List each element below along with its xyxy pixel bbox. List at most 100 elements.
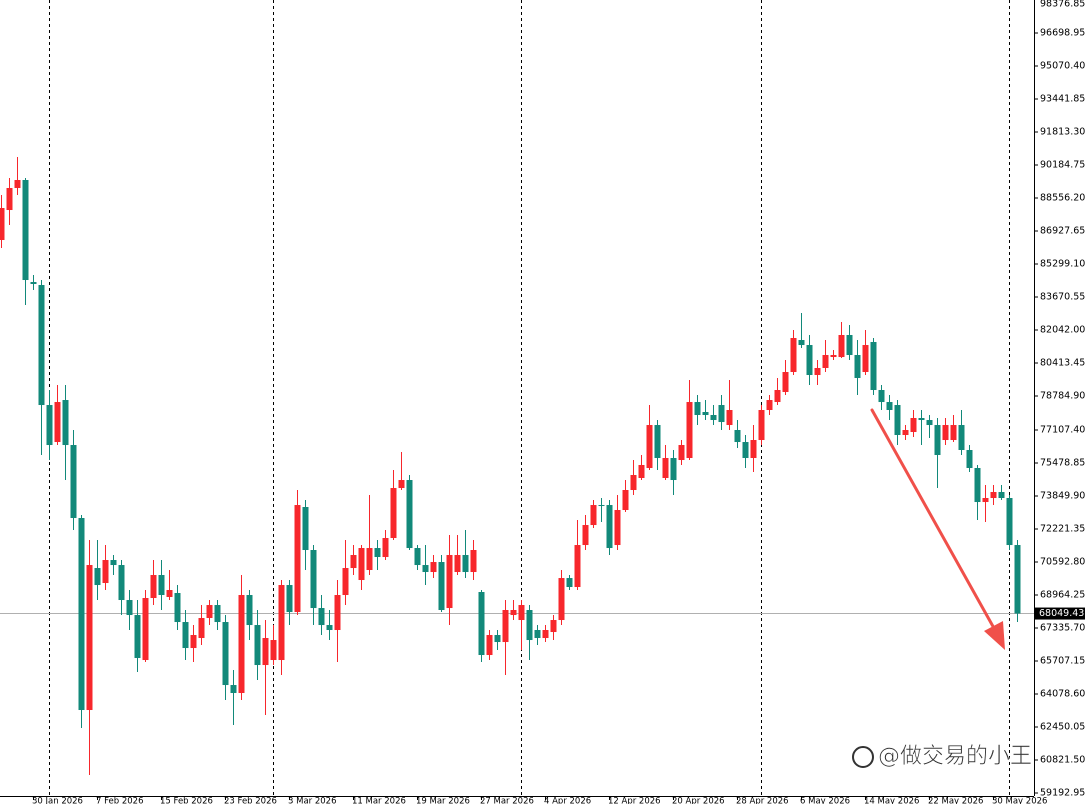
x-tick-label: 23 Feb 2026 [224, 797, 277, 804]
y-tick-label: 67335.70 [1040, 623, 1085, 634]
candle-body [606, 505, 613, 549]
candle-body [910, 418, 917, 433]
candle-body [126, 600, 133, 616]
x-tick-label: 11 Mar 2026 [352, 797, 406, 804]
candle-body [246, 595, 253, 626]
candle-body [878, 389, 885, 403]
candle-body [270, 640, 277, 661]
plot-area [0, 0, 1034, 796]
candle-body [494, 635, 501, 643]
price-label: 68049.43 [1039, 608, 1084, 619]
candle-body [614, 510, 621, 546]
candle-body [814, 367, 821, 376]
candle-body [958, 425, 965, 451]
candle-body [374, 548, 381, 558]
candle-body [966, 450, 973, 468]
watermark-text: @做交易的小王 [878, 744, 1032, 769]
candle-body [726, 409, 733, 426]
candle-body [86, 565, 93, 711]
y-tick-label: 70592.80 [1040, 557, 1085, 568]
candle-body [94, 568, 101, 586]
price-label-box [1035, 607, 1085, 620]
candle-body [870, 341, 877, 390]
candle-body [166, 590, 173, 597]
y-tick-label: 85299.10 [1040, 258, 1085, 269]
candle-body [110, 560, 117, 566]
candle-body [486, 635, 493, 656]
candle-body [750, 440, 757, 459]
candle-body [438, 562, 445, 611]
candle-body [662, 458, 669, 479]
candle-body [670, 458, 677, 481]
candle-body [742, 442, 749, 459]
y-tick-label: 82042.00 [1040, 324, 1085, 335]
candle-body [158, 575, 165, 596]
candle-body [342, 568, 349, 596]
candle-body [118, 565, 125, 601]
candle-body [566, 578, 573, 588]
candle-body [182, 622, 189, 649]
arrow-shaft [870, 408, 997, 632]
x-tick-label: 7 Feb 2026 [96, 797, 144, 804]
y-tick-label: 60821.50 [1040, 755, 1085, 766]
y-tick-label: 68964.25 [1040, 590, 1085, 601]
candle-body [278, 585, 285, 661]
candle-body [70, 445, 77, 519]
candle-body [46, 405, 53, 446]
candle-body [574, 545, 581, 588]
y-tick-label: 91813.30 [1040, 126, 1085, 137]
candle-body [974, 467, 981, 503]
candle-body [774, 389, 781, 403]
y-tick-label: 80413.45 [1040, 357, 1085, 368]
x-tick-label: 3 Mar 2026 [288, 797, 336, 804]
candle-body [846, 335, 853, 356]
candle-body [102, 560, 109, 584]
candle-body [214, 605, 221, 623]
candle-body [318, 608, 325, 626]
candle-body [6, 188, 13, 211]
candle-body [558, 578, 565, 621]
y-tick-label: 83670.55 [1040, 291, 1085, 302]
x-tick-label: 14 May 2026 [864, 797, 919, 804]
y-tick-label: 98376.85 [1040, 0, 1085, 10]
candle-body [286, 585, 293, 613]
candle-body [414, 548, 421, 566]
candle-body [310, 550, 317, 609]
candle-body [902, 430, 909, 436]
candle-body [886, 402, 893, 410]
y-tick-label: 64078.60 [1040, 689, 1085, 700]
candle-body [918, 418, 925, 421]
candle-body [630, 475, 637, 491]
candle-body [334, 595, 341, 631]
watermark: @做交易的小王 [852, 744, 1032, 769]
candle-body [854, 355, 861, 379]
candle-body [510, 610, 517, 616]
x-tick-label: 6 May 2026 [800, 797, 850, 804]
candle-body [582, 525, 589, 546]
candle-body [542, 630, 549, 639]
candle-body [998, 492, 1005, 499]
candle-body [262, 638, 269, 666]
y-tick-label: 72221.35 [1040, 524, 1085, 535]
x-tick-label: 15 Feb 2026 [160, 797, 213, 804]
candle-body [142, 598, 149, 661]
arrow-head [984, 621, 1005, 650]
x-tick-label: 4 Apr 2026 [544, 797, 591, 804]
x-tick-label: 28 Apr 2026 [736, 797, 789, 804]
candle-body [406, 480, 413, 549]
candle-body [526, 610, 533, 641]
x-tick-label: 20 Apr 2026 [672, 797, 725, 804]
y-tick-label: 93441.85 [1040, 93, 1085, 104]
candle-body [134, 615, 141, 659]
candle-body [206, 605, 213, 619]
candle-body [422, 565, 429, 573]
candle-body [550, 620, 557, 633]
candle-body [822, 355, 829, 368]
candle-body [230, 685, 237, 694]
candle-body [838, 335, 845, 358]
candle-body [294, 505, 301, 613]
candle-body [982, 498, 989, 503]
candle-body [470, 550, 477, 573]
candle-body [238, 595, 245, 694]
